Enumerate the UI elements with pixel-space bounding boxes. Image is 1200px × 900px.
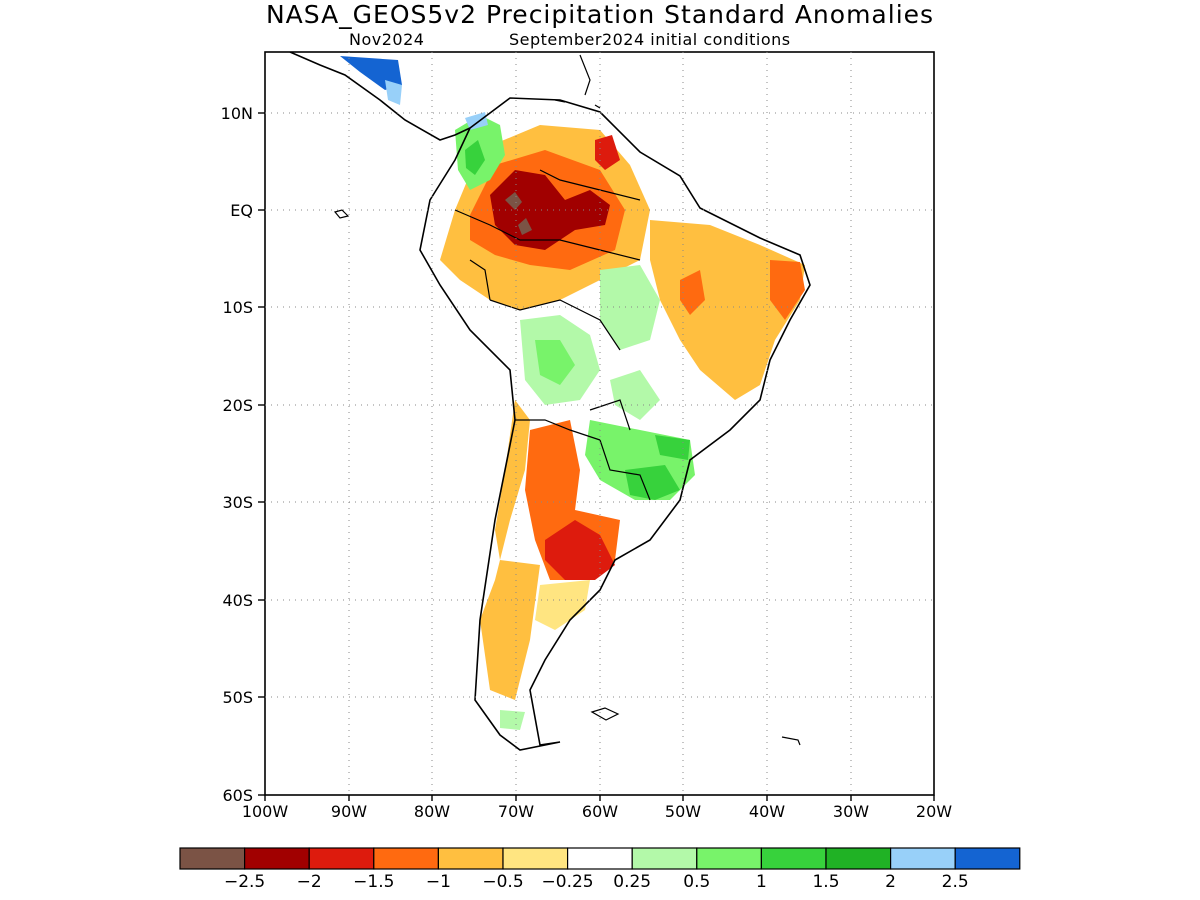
colorbar-label: 2 [885, 872, 896, 892]
colorbar-swatch [631, 847, 698, 870]
colorbar-label: 1.5 [812, 872, 839, 892]
region-southern-brazil-wet-core [625, 435, 690, 500]
colorbar-label: −2 [297, 872, 322, 892]
region-chile-dry-strip [495, 400, 530, 560]
colorbar-swatch [373, 847, 439, 870]
lat-label: 20S [222, 396, 253, 415]
region-southern-argentina-dry [480, 560, 540, 700]
lon-label: 60W [582, 802, 618, 821]
region-amazon-extreme-dry [505, 192, 532, 235]
lon-label: 70W [498, 802, 534, 821]
lat-label: 10N [221, 104, 253, 123]
colorbar-label: 1 [756, 872, 767, 892]
anomaly-field [290, 52, 810, 740]
country-borders [454, 169, 651, 501]
colorbar-label: −0.5 [482, 872, 523, 892]
colorbar-swatch [696, 847, 762, 870]
lat-label: 50S [222, 688, 253, 707]
region-northeast-brazil-strong-dry [680, 260, 805, 320]
colorbar-swatch [308, 847, 375, 870]
colorbar-label: 0.25 [613, 872, 651, 892]
colorbar-label: −1.5 [353, 872, 394, 892]
region-central-america-wet-light [385, 80, 402, 105]
colorbar-swatch [825, 847, 892, 870]
region-guiana-dry [595, 135, 620, 170]
lon-label: 30W [833, 802, 869, 821]
colorbar-label: −0.25 [542, 872, 594, 892]
region-northeast-brazil-dry [650, 220, 805, 400]
colorbar-swatch [437, 847, 504, 870]
region-patagonia-wet [500, 710, 525, 730]
lon-label: 90W [331, 802, 367, 821]
region-argentina-light-dry [535, 580, 590, 630]
caribbean-islands [554, 54, 601, 109]
region-central-argentina-dry [545, 520, 615, 580]
valid-month: Nov2024 [349, 30, 425, 49]
colorbar-swatch [566, 847, 633, 870]
colorbar-swatch [179, 847, 246, 870]
colorbar-swatch [760, 847, 827, 870]
lat-label: 60S [222, 786, 253, 805]
lat-label: EQ [230, 201, 253, 220]
colorbar-label: 2.5 [942, 872, 969, 892]
lat-label: 30S [222, 493, 253, 512]
lon-label: 50W [665, 802, 701, 821]
colorbar: −2.5 −2 −1.5 −1 −0.5 −0.25 0.25 0.5 1 1.5 2 2.5 [179, 847, 1021, 892]
colorbar-label: −2.5 [224, 872, 265, 892]
central-america-outline [289, 52, 471, 141]
region-central-brazil-wet [600, 265, 660, 420]
colorbar-swatch [889, 847, 956, 870]
colorbar-label: 0.5 [683, 872, 710, 892]
init-conditions: September2024 initial conditions [509, 30, 791, 49]
colorbar-swatch [502, 847, 569, 870]
coastlines [289, 52, 811, 751]
map-title: NASA_GEOS5v2 Precipitation Standard Anom… [265, 0, 935, 29]
colorbar-label: −1 [426, 872, 451, 892]
lat-label: 40S [222, 591, 253, 610]
lon-label: 100W [242, 802, 289, 821]
lon-label: 40W [749, 802, 785, 821]
lon-label: 20W [916, 802, 952, 821]
region-central-america-land [290, 52, 455, 140]
south-georgia [781, 736, 801, 746]
south-america-outline [419, 97, 811, 751]
colorbar-swatch [244, 847, 310, 870]
galapagos [333, 209, 350, 219]
region-panama-wet [465, 112, 488, 130]
falkland-islands [590, 707, 620, 721]
lat-label: 10S [222, 298, 253, 317]
lon-label: 80W [414, 802, 450, 821]
region-colombia-wet-core [465, 140, 485, 175]
colorbar-swatch [954, 847, 1021, 870]
region-bolivia-wet-core [535, 340, 575, 385]
